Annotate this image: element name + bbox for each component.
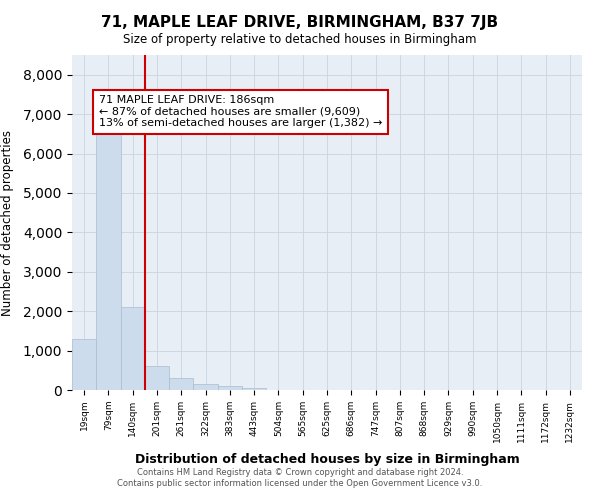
Bar [169, 378, 193, 390]
Text: Contains HM Land Registry data © Crown copyright and database right 2024.
Contai: Contains HM Land Registry data © Crown c… [118, 468, 482, 487]
Bar [72, 339, 96, 390]
Bar [96, 130, 121, 390]
Text: 71, MAPLE LEAF DRIVE, BIRMINGHAM, B37 7JB: 71, MAPLE LEAF DRIVE, BIRMINGHAM, B37 7J… [101, 15, 499, 30]
Bar [121, 307, 145, 390]
Bar [145, 366, 169, 390]
Bar [218, 386, 242, 390]
Y-axis label: Number of detached properties: Number of detached properties [1, 130, 14, 316]
Bar [242, 388, 266, 390]
Text: 71 MAPLE LEAF DRIVE: 186sqm
← 87% of detached houses are smaller (9,609)
13% of : 71 MAPLE LEAF DRIVE: 186sqm ← 87% of det… [98, 95, 382, 128]
Text: Size of property relative to detached houses in Birmingham: Size of property relative to detached ho… [123, 32, 477, 46]
X-axis label: Distribution of detached houses by size in Birmingham: Distribution of detached houses by size … [134, 453, 520, 466]
Bar [193, 384, 218, 390]
